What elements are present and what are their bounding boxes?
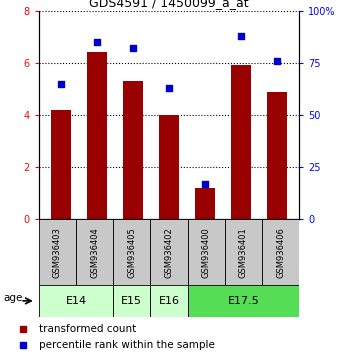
Bar (123, 81, 143, 219)
Text: E16: E16 (159, 296, 179, 306)
Bar (76, 219, 113, 285)
Bar (39, 219, 76, 285)
Bar (150, 219, 188, 285)
Text: GSM936403: GSM936403 (53, 227, 62, 278)
Bar (150, 285, 188, 317)
Bar (188, 285, 299, 317)
Bar (51, 110, 71, 219)
Text: GSM936404: GSM936404 (90, 227, 99, 278)
Text: age: age (3, 293, 23, 303)
Point (275, 58, 280, 64)
Bar (188, 219, 225, 285)
Bar (195, 188, 215, 219)
Bar (159, 115, 179, 219)
Text: GSM936400: GSM936400 (202, 227, 211, 278)
Point (239, 33, 244, 39)
Text: E15: E15 (121, 296, 142, 306)
Text: GSM936401: GSM936401 (239, 227, 248, 278)
Bar (113, 285, 150, 317)
Bar (231, 65, 251, 219)
Text: GSM936406: GSM936406 (276, 227, 285, 278)
Text: transformed count: transformed count (40, 324, 137, 333)
Point (166, 85, 172, 91)
Text: E14: E14 (66, 296, 87, 306)
Bar (262, 219, 299, 285)
Text: GSM936405: GSM936405 (127, 227, 136, 278)
Bar (87, 52, 107, 219)
Text: percentile rank within the sample: percentile rank within the sample (40, 340, 215, 350)
Bar (225, 219, 262, 285)
Point (202, 181, 208, 187)
Bar (113, 219, 150, 285)
Bar (267, 92, 287, 219)
Text: GSM936402: GSM936402 (165, 227, 173, 278)
Bar (39, 285, 113, 317)
Point (58, 81, 63, 87)
Point (130, 45, 136, 51)
Text: E17.5: E17.5 (227, 296, 259, 306)
Point (94, 39, 99, 45)
Title: GDS4591 / 1450099_a_at: GDS4591 / 1450099_a_at (89, 0, 249, 10)
